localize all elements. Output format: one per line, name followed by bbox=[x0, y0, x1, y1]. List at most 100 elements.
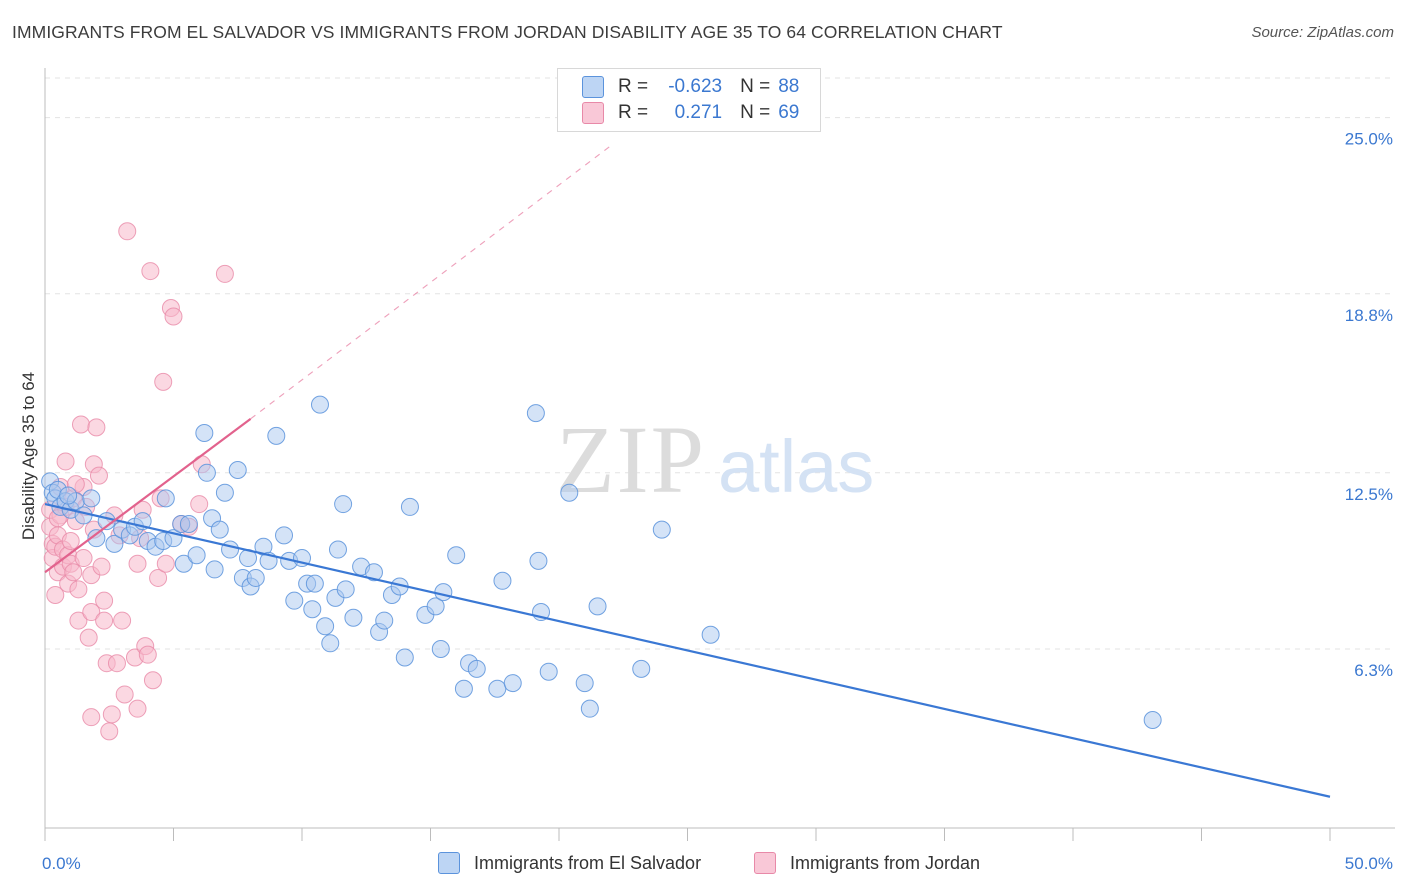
data-point-el-salvador bbox=[434, 583, 453, 602]
y-tick-label: 12.5% bbox=[1345, 485, 1393, 504]
data-point-el-salvador bbox=[197, 463, 216, 482]
data-point-el-salvador bbox=[529, 551, 548, 570]
data-point-el-salvador bbox=[210, 520, 229, 539]
data-point-jordan bbox=[164, 307, 183, 326]
data-point-el-salvador bbox=[652, 520, 671, 539]
data-point-jordan bbox=[149, 568, 168, 587]
legend-row-jordan: R = 0.271 N = 69 bbox=[582, 101, 799, 125]
source-credit: Source: ZipAtlas.com bbox=[1251, 24, 1394, 41]
data-point-el-salvador bbox=[316, 617, 335, 636]
data-point-el-salvador bbox=[334, 495, 353, 514]
data-point-jordan bbox=[102, 705, 121, 724]
data-point-el-salvador bbox=[228, 460, 247, 479]
data-point-jordan bbox=[95, 591, 114, 610]
data-point-el-salvador bbox=[336, 580, 355, 599]
watermark-zip: ZIP bbox=[556, 406, 706, 513]
data-point-el-salvador bbox=[1143, 711, 1162, 730]
data-point-el-salvador bbox=[310, 395, 329, 414]
trend-line-jordan bbox=[44, 417, 252, 574]
data-point-el-salvador bbox=[426, 597, 445, 616]
series-el-salvador-points bbox=[41, 395, 1162, 730]
data-point-jordan bbox=[92, 557, 111, 576]
data-point-el-salvador bbox=[493, 571, 512, 590]
legend-r-value: -0.623 bbox=[668, 76, 723, 97]
data-point-jordan bbox=[95, 611, 114, 630]
data-point-el-salvador bbox=[431, 639, 450, 658]
data-point-el-salvador bbox=[246, 568, 265, 587]
data-point-el-salvador bbox=[59, 486, 78, 505]
data-point-el-salvador bbox=[195, 424, 214, 443]
data-point-el-salvador bbox=[467, 659, 486, 678]
legend-n-value: 88 bbox=[778, 76, 800, 97]
legend-r-label: R = bbox=[618, 76, 649, 97]
data-point-jordan bbox=[190, 495, 209, 514]
data-point-el-salvador bbox=[560, 483, 579, 502]
data-point-jordan bbox=[82, 708, 101, 727]
data-point-jordan bbox=[100, 722, 119, 741]
data-point-jordan bbox=[138, 645, 157, 664]
y-tick-label: 25.0% bbox=[1345, 130, 1393, 149]
data-point-el-salvador bbox=[375, 611, 394, 630]
data-point-jordan bbox=[115, 685, 134, 704]
trend-line-el-salvador bbox=[44, 502, 1331, 798]
data-point-el-salvador bbox=[305, 574, 324, 593]
data-point-el-salvador bbox=[285, 591, 304, 610]
data-point-el-salvador bbox=[488, 679, 507, 698]
data-point-jordan bbox=[128, 699, 147, 718]
legend-label-jordan: Immigrants from Jordan bbox=[790, 852, 981, 873]
legend-r-value: 0.271 bbox=[674, 102, 723, 123]
legend-item-el-salvador: Immigrants from El Salvador bbox=[438, 852, 701, 874]
watermark-atlas: atlas bbox=[718, 425, 874, 508]
data-point-jordan bbox=[69, 611, 88, 630]
data-point-jordan bbox=[56, 452, 75, 471]
legend-r-label: R = bbox=[618, 102, 649, 123]
data-point-el-salvador bbox=[447, 546, 466, 565]
data-point-jordan bbox=[82, 603, 101, 622]
data-point-el-salvador bbox=[328, 540, 347, 559]
tick-labels: 6.3% 12.5% 18.8% 25.0% 0.0% 50.0% bbox=[42, 130, 1393, 873]
legend-n-label: N = bbox=[740, 102, 771, 123]
data-point-el-salvador bbox=[588, 597, 607, 616]
legend-swatch-blue bbox=[582, 76, 604, 98]
series-legend: Immigrants from El Salvador Immigrants f… bbox=[0, 852, 1406, 876]
data-point-jordan bbox=[74, 549, 93, 568]
legend-swatch-pink bbox=[582, 102, 604, 124]
data-point-el-salvador bbox=[395, 648, 414, 667]
data-point-el-salvador bbox=[105, 534, 124, 553]
y-tick-label: 6.3% bbox=[1354, 661, 1393, 680]
data-point-el-salvador bbox=[174, 554, 193, 573]
legend-label-el-salvador: Immigrants from El Salvador bbox=[474, 852, 702, 873]
y-axis-label: Disability Age 35 to 64 bbox=[19, 372, 38, 540]
data-point-jordan bbox=[154, 372, 173, 391]
data-point-jordan bbox=[79, 628, 98, 647]
axis-layer bbox=[44, 68, 1395, 841]
data-point-el-salvador bbox=[275, 526, 294, 545]
data-point-jordan bbox=[141, 262, 160, 281]
legend-item-jordan: Immigrants from Jordan bbox=[754, 852, 980, 874]
data-point-jordan bbox=[143, 671, 162, 690]
data-point-el-salvador bbox=[215, 483, 234, 502]
legend-swatch-blue bbox=[438, 852, 460, 874]
correlation-legend: R = -0.623 N = 88 R = 0.271 N = 69 bbox=[557, 68, 821, 132]
data-point-jordan bbox=[61, 532, 80, 551]
data-point-el-salvador bbox=[400, 497, 419, 516]
data-point-jordan bbox=[215, 264, 234, 283]
data-point-el-salvador bbox=[87, 529, 106, 548]
legend-row-el-salvador: R = -0.623 N = 88 bbox=[582, 75, 799, 99]
data-point-el-salvador bbox=[364, 563, 383, 582]
x-tick-label-max: 50.0% bbox=[1345, 854, 1393, 873]
data-point-jordan bbox=[156, 554, 175, 573]
data-point-el-salvador bbox=[632, 659, 651, 678]
watermark: ZIP atlas bbox=[556, 406, 874, 513]
data-point-jordan bbox=[87, 418, 106, 437]
data-point-jordan bbox=[64, 563, 83, 582]
legend-n-label: N = bbox=[740, 76, 771, 97]
data-point-jordan bbox=[71, 415, 90, 434]
data-point-el-salvador bbox=[267, 426, 286, 445]
data-point-jordan bbox=[46, 585, 65, 604]
data-point-jordan bbox=[128, 554, 147, 573]
data-point-el-salvador bbox=[575, 674, 594, 693]
data-point-el-salvador bbox=[344, 608, 363, 627]
data-point-el-salvador bbox=[179, 514, 198, 533]
